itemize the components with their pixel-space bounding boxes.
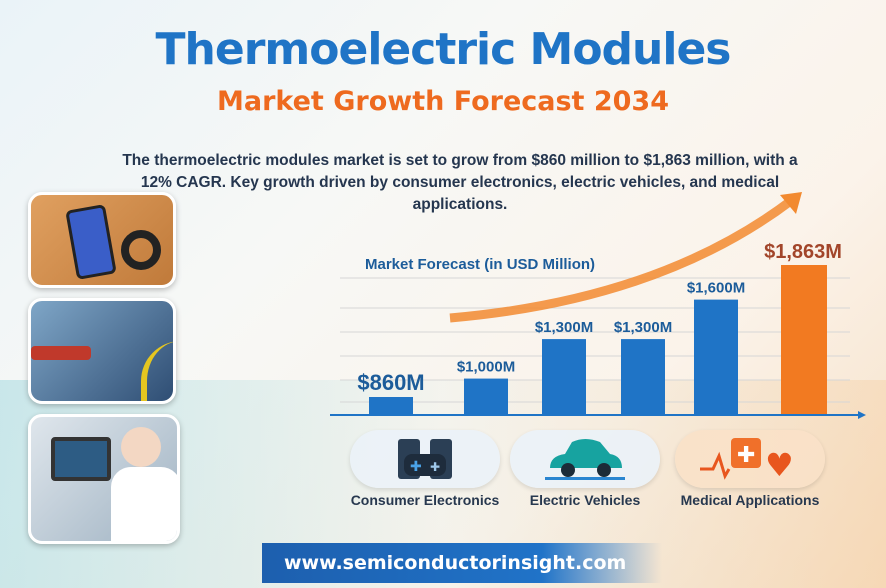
data-label: $1,300M: [614, 319, 672, 336]
page-subtitle: Market Growth Forecast 2034: [216, 86, 670, 117]
svg-text:✚: ✚: [410, 459, 422, 475]
svg-text:✚: ✚: [737, 443, 755, 468]
gamepad-chip-icon: ✚ ✚: [398, 439, 452, 479]
website-url[interactable]: www.semiconductorinsight.com: [284, 552, 627, 574]
medical-heart-icon: ✚ ♥: [700, 438, 794, 484]
bar: [694, 299, 738, 415]
data-label: $1,863M: [764, 241, 842, 263]
data-label: $1,000M: [457, 359, 515, 376]
data-label: $1,300M: [535, 319, 593, 336]
svg-text:♥: ♥: [765, 446, 794, 484]
category-medical-applications: ✚ ♥ Medical Applications: [670, 430, 830, 508]
chart-title: Market Forecast (in USD Million): [365, 256, 595, 273]
website-banner: www.semiconductorinsight.com: [262, 543, 662, 583]
bar: [621, 339, 665, 415]
category-electric-vehicles: Electric Vehicles: [510, 430, 660, 508]
category-consumer-electronics: ✚ ✚ Consumer Electronics: [350, 430, 500, 508]
bar: [542, 339, 586, 415]
car-icon: [545, 439, 625, 480]
data-label: $1,600M: [687, 280, 745, 297]
ev-charging-photo: [28, 298, 176, 404]
trend-arrow: [449, 196, 795, 323]
medical-device-lab-photo: [28, 414, 180, 544]
smartphones-smartwatch-photo: [28, 192, 176, 288]
trend-arrow-head: [780, 192, 802, 214]
svg-text:✚: ✚: [430, 460, 440, 474]
x-axis-arrow: [858, 411, 866, 419]
bar: [464, 378, 508, 415]
data-label: $860M: [357, 370, 424, 395]
description: The thermoelectric modules market is set…: [122, 152, 798, 213]
bar: [781, 265, 827, 415]
page-title: Thermoelectric Modules: [155, 24, 732, 75]
bar-chart: Market Forecast (in USD Million) $860M $1…: [330, 192, 866, 419]
bar: [369, 397, 413, 415]
